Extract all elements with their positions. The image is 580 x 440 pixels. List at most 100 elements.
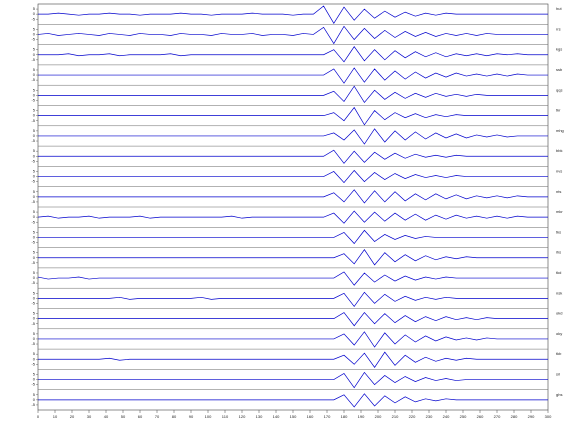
station-label: tkd: [556, 270, 561, 275]
y-tick-label: 0: [33, 174, 36, 179]
y-tick-label: 0: [33, 214, 36, 219]
x-tick-label: 270: [494, 414, 501, 419]
x-tick-label: 80: [172, 414, 177, 419]
y-tick-label: 0: [33, 92, 36, 97]
waveform: [37, 25, 548, 45]
y-tick-label: 5: [33, 209, 36, 214]
y-tick-label: 5: [33, 290, 36, 295]
station-label: nts: [556, 189, 561, 194]
y-tick-label: -5: [31, 321, 35, 326]
waveform: [38, 331, 548, 348]
x-tick-label: 230: [426, 414, 433, 419]
y-tick-label: -5: [31, 57, 35, 62]
y-tick-label: 0: [33, 153, 36, 158]
y-tick-label: 0: [33, 377, 36, 382]
y-tick-label: -5: [31, 341, 35, 346]
x-tick-label: 190: [358, 414, 365, 419]
x-tick-label: 110: [222, 414, 229, 419]
waveform: [38, 85, 548, 104]
waveform: [38, 291, 548, 308]
station-label: ihs: [556, 250, 561, 255]
y-tick-label: 5: [33, 108, 36, 113]
y-tick-label: 5: [33, 87, 36, 92]
y-tick-label: 0: [33, 397, 36, 402]
x-tick-label: 160: [307, 414, 314, 419]
y-tick-label: -5: [31, 280, 35, 285]
station-label: tkr: [556, 108, 561, 113]
station-label: tkb: [556, 351, 562, 356]
y-tick-label: 0: [33, 275, 36, 280]
y-tick-label: 5: [33, 311, 36, 316]
y-tick-label: 0: [33, 32, 36, 37]
station-label: nvs: [556, 168, 562, 173]
x-tick-label: 70: [155, 414, 160, 419]
x-tick-label: 280: [511, 414, 518, 419]
waveform: [38, 249, 548, 266]
x-tick-label: 290: [528, 414, 535, 419]
station-label: nsk: [556, 290, 562, 295]
y-tick-label: 5: [33, 372, 36, 377]
y-tick-label: 0: [33, 52, 36, 57]
x-tick-label: 120: [239, 414, 246, 419]
y-tick-label: 5: [33, 270, 36, 275]
y-tick-label: -5: [31, 179, 35, 184]
y-tick-label: 5: [33, 250, 36, 255]
station-label: hut: [556, 6, 562, 11]
y-tick-label: -5: [31, 97, 35, 102]
waveform: [38, 371, 548, 389]
x-tick-label: 10: [53, 414, 58, 419]
x-tick-label: 50: [121, 414, 126, 419]
station-label: tks: [556, 229, 561, 234]
y-tick-label: 5: [33, 128, 36, 133]
y-tick-label: 0: [33, 133, 36, 138]
waveform: [38, 106, 548, 126]
y-tick-label: 0: [33, 336, 36, 341]
y-tick-label: 0: [33, 255, 36, 260]
waveform: [38, 229, 548, 245]
x-tick-label: 90: [189, 414, 194, 419]
y-tick-label: -5: [31, 402, 35, 407]
y-tick-label: -5: [31, 300, 35, 305]
x-tick-label: 130: [256, 414, 263, 419]
y-tick-label: 5: [33, 189, 36, 194]
x-tick-label: 300: [545, 414, 552, 419]
y-tick-label: 0: [33, 194, 36, 199]
y-tick-label: -5: [31, 260, 35, 265]
y-tick-label: 0: [33, 113, 36, 118]
x-tick-label: 30: [87, 414, 92, 419]
y-tick-label: -5: [31, 361, 35, 366]
y-tick-label: 5: [33, 148, 36, 153]
y-tick-label: 5: [33, 229, 36, 234]
waveform: [37, 210, 548, 224]
y-tick-label: -5: [31, 77, 35, 82]
station-label: qqs: [556, 87, 562, 92]
y-tick-label: -5: [31, 382, 35, 387]
station-label: sri: [556, 371, 560, 376]
station-label: ssb: [556, 67, 563, 72]
x-tick-label: 200: [375, 414, 382, 419]
waveform: [38, 128, 548, 145]
x-tick-label: 40: [104, 414, 109, 419]
x-tick-label: 60: [138, 414, 143, 419]
y-tick-label: 5: [33, 351, 36, 356]
x-tick-label: 170: [324, 414, 331, 419]
station-label: mhg: [556, 128, 564, 133]
y-tick-label: -5: [31, 219, 35, 224]
y-tick-label: -5: [31, 138, 35, 143]
y-tick-label: -5: [31, 37, 35, 42]
x-tick-label: 220: [409, 414, 416, 419]
station-label: kgs: [556, 47, 562, 52]
x-tick-label: 210: [392, 414, 399, 419]
x-tick-label: 180: [341, 414, 348, 419]
y-tick-label: -5: [31, 158, 35, 163]
station-label: okd: [556, 311, 562, 316]
y-tick-label: 0: [33, 11, 36, 16]
x-tick-label: 150: [290, 414, 297, 419]
station-label: rrs: [556, 26, 561, 31]
y-tick-label: 5: [33, 169, 36, 174]
y-tick-label: 0: [33, 72, 36, 77]
x-tick-label: 250: [460, 414, 467, 419]
waveform: [38, 351, 548, 368]
waveform: [38, 393, 548, 408]
x-tick-label: 0: [37, 414, 40, 419]
